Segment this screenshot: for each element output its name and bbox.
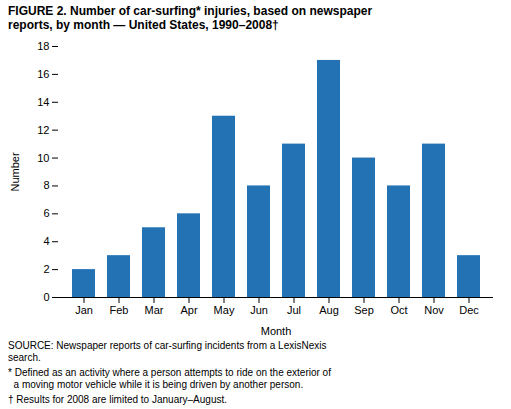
svg-text:Sep: Sep: [354, 304, 374, 316]
svg-text:6: 6: [43, 207, 49, 219]
svg-text:16: 16: [37, 68, 49, 80]
svg-text:0: 0: [43, 291, 49, 303]
svg-text:Mar: Mar: [145, 304, 164, 316]
svg-text:Jan: Jan: [75, 304, 93, 316]
svg-text:8: 8: [43, 179, 49, 191]
html-text:† Results for 2008 are limited: † Results for 2008 are limited to Januar…: [8, 394, 227, 405]
svg-text:Aug: Aug: [319, 304, 339, 316]
svg-text:Nov: Nov: [424, 304, 444, 316]
html-text:SOURCE: Newspaper reports of c: SOURCE: Newspaper reports of car-surfing…: [8, 340, 327, 363]
svg-text:Jun: Jun: [250, 304, 268, 316]
svg-text:12: 12: [37, 124, 49, 136]
svg-text:2: 2: [43, 263, 49, 275]
svg-text:10: 10: [37, 152, 49, 164]
html-text:* Defined as an activity where: * Defined as an activity where a person …: [8, 367, 331, 390]
svg-text:Number: Number: [9, 152, 21, 191]
svg-text:May: May: [214, 304, 235, 316]
svg-text:18: 18: [37, 40, 49, 52]
svg-text:Month: Month: [261, 325, 292, 337]
html-text:FIGURE 2. Number of car-surfin: FIGURE 2. Number of car-surfing* injurie…: [8, 4, 373, 32]
svg-text:Oct: Oct: [390, 304, 407, 316]
svg-text:Dec: Dec: [459, 304, 479, 316]
svg-text:4: 4: [43, 235, 49, 247]
svg-text:Apr: Apr: [180, 304, 197, 316]
svg-text:Feb: Feb: [110, 304, 129, 316]
svg-text:14: 14: [37, 96, 49, 108]
svg-text:Jul: Jul: [287, 304, 301, 316]
